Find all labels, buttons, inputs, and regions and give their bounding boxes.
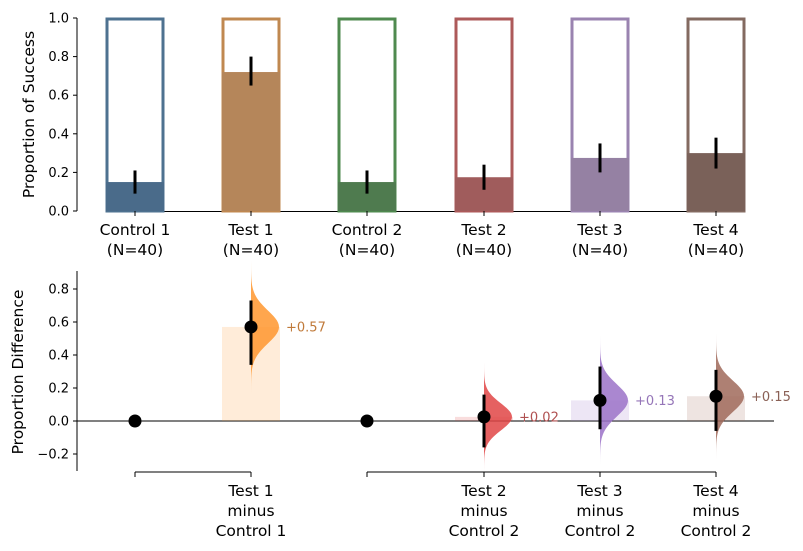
y-axis-label: Proportion Difference [9, 290, 27, 455]
x-tick-label: (N=40) [107, 241, 163, 259]
y-tick-label: 0.4 [48, 127, 69, 142]
y-tick-label: 0.6 [48, 316, 69, 331]
x-tick-label: Control 2 [332, 221, 403, 239]
top-chart: 0.0 0.2 0.4 0.6 0.8 1.0 Proportion of Success C… [20, 12, 746, 259]
x-tick-label: Test 4 [692, 482, 738, 500]
x-tick-label: Test 2 [460, 221, 506, 239]
difference-distribution [600, 336, 628, 465]
x-tick-label: Test 3 [576, 221, 622, 239]
difference-distribution [251, 261, 279, 393]
x-tick-label: Control 1 [100, 221, 171, 239]
difference-label: +0.13 [635, 394, 675, 409]
difference-point [244, 320, 258, 334]
difference-distribution [716, 333, 744, 459]
difference-label: +0.15 [751, 390, 791, 405]
x-tick-label: Control 2 [681, 522, 752, 540]
x-tick-label: Test 3 [576, 482, 622, 500]
y-tick-label: 0.8 [48, 50, 69, 65]
difference-point [477, 410, 491, 424]
difference-distribution [484, 363, 512, 471]
y-tick-label: −0.2 [37, 448, 69, 463]
y-tick-label: 1.0 [48, 12, 69, 27]
difference-point [709, 389, 723, 403]
x-tick-label: (N=40) [456, 241, 512, 259]
y-tick-label: 0.0 [48, 205, 69, 220]
difference-point [593, 393, 607, 407]
difference-label: +0.57 [286, 320, 326, 335]
x-tick-label: (N=40) [688, 241, 744, 259]
x-tick-label: Control 2 [449, 522, 520, 540]
y-tick-label: 0.0 [48, 415, 69, 430]
x-tick-label: minus [460, 502, 507, 520]
x-tick-label: Control 2 [565, 522, 636, 540]
x-tick-label: minus [576, 502, 623, 520]
reference-point [128, 414, 142, 428]
y-tick-label: 0.6 [48, 89, 69, 104]
y-tick-label: 0.2 [48, 382, 69, 397]
y-tick-label: 0.8 [48, 283, 69, 298]
y-tick-label: 0.4 [48, 349, 69, 364]
bar [222, 72, 280, 211]
difference-label: +0.02 [519, 410, 559, 425]
x-tick-label: Test 4 [692, 221, 738, 239]
x-tick-label: Test 1 [227, 221, 273, 239]
x-tick-label: (N=40) [572, 241, 628, 259]
x-tick-label: Test 1 [227, 482, 273, 500]
x-tick-label: Control 1 [216, 522, 287, 540]
y-axis-label: Proportion of Success [20, 31, 38, 198]
x-tick-label: minus [692, 502, 739, 520]
x-tick-label: (N=40) [223, 241, 279, 259]
bottom-chart: −0.2 0.0 0.2 0.4 0.6 0.8 Proportion Difference… [9, 261, 791, 540]
reference-point [360, 414, 374, 428]
x-tick-label: Test 2 [460, 482, 506, 500]
x-tick-label: (N=40) [339, 241, 395, 259]
x-tick-label: minus [227, 502, 274, 520]
y-tick-label: 0.2 [48, 166, 69, 181]
